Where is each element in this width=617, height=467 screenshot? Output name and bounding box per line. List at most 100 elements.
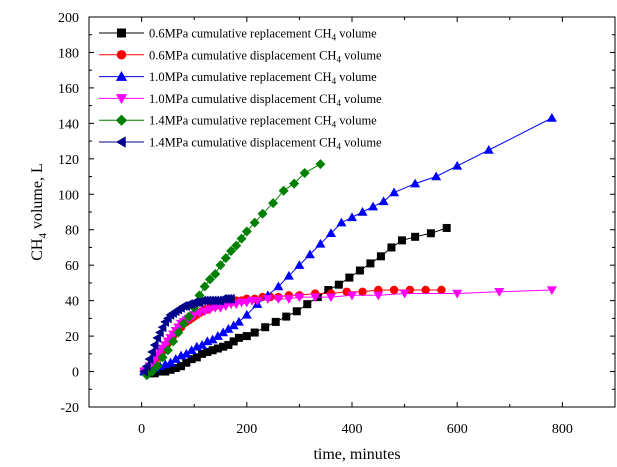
data-point [334,280,343,289]
series-layer [139,113,557,381]
data-point [186,345,197,355]
x-tick-label: 200 [236,422,257,437]
x-tick-label: 600 [447,422,468,437]
data-point [147,347,156,358]
data-point [204,274,215,285]
data-point [373,291,384,301]
data-point [152,332,162,343]
data-point [347,291,357,301]
data-point [257,208,268,219]
x-tick-label: 0 [138,422,145,437]
data-point [366,259,375,268]
data-point [219,342,228,351]
y-tick-label: 160 [58,82,79,97]
data-point [376,252,385,261]
data-point [325,228,336,238]
y-tick-label: 180 [58,46,79,61]
data-point [197,339,208,349]
legend-marker [115,94,128,105]
y-tick-label: 20 [65,330,79,345]
data-point [399,289,410,299]
data-point [215,260,226,271]
y-tick-label: 80 [65,224,79,239]
data-point [426,229,435,238]
data-point [218,327,229,337]
legend-label-rest: volume [341,92,382,106]
data-point [389,187,400,197]
data-point [355,266,364,275]
legend-label-rest: volume [336,114,377,128]
data-point [294,260,305,269]
data-point [303,300,312,309]
data-point [220,253,231,264]
data-point [271,317,280,326]
y-tick-label: 40 [65,295,79,310]
data-point [181,348,192,358]
legend-marker [115,136,126,148]
data-point [152,361,163,372]
legend-label-main: 0.6MPa cumulative displacement CH [149,48,336,62]
data-point [252,296,263,306]
data-point [156,367,165,376]
data-point [347,212,357,222]
data-point [223,324,234,333]
data-point [410,178,421,188]
data-point [358,287,367,296]
data-point [173,327,184,338]
data-point [315,159,326,170]
data-point [411,232,420,241]
x-tick-label: 400 [342,422,363,437]
data-point [178,318,189,329]
data-point [170,354,181,363]
series-6 [139,293,235,377]
legend-item: 1.0MPa cumulative replacement CH4 volume [99,70,377,86]
data-point [177,362,186,371]
data-point [203,348,212,357]
data-point [315,238,326,248]
series-line [144,117,553,372]
data-point [324,286,333,294]
legend-marker [117,28,126,38]
y-axis-title-subscript: 4 [37,233,49,239]
data-point [442,223,451,232]
data-point [157,322,167,333]
data-point [283,295,294,304]
data-point [397,236,406,245]
legend-label-subscript: 4 [332,76,337,86]
data-point [192,353,201,362]
data-point [262,295,273,304]
data-point [224,340,233,349]
legend-label: 1.0MPa cumulative displacement CH4 volum… [149,92,382,108]
data-point [431,171,442,181]
data-point [229,337,238,346]
data-point [452,160,463,170]
data-point [304,249,315,259]
legend-item: 0.6MPa cumulative replacement CH4 volume [99,27,377,43]
data-point [215,303,226,313]
data-point [421,285,430,295]
data-point [149,339,159,350]
data-point [452,289,463,299]
series-5 [141,159,326,381]
data-point [325,293,336,303]
data-point [194,309,205,319]
data-point [183,311,194,322]
data-point [261,323,270,332]
legend-label: 0.6MPa cumulative displacement CH4 volum… [149,48,382,64]
y-axis-title: CH4 volume, L [29,163,49,261]
legend-marker [116,50,127,60]
series-1 [140,223,451,378]
data-point [155,327,164,338]
legend-label-subscript: 4 [332,120,337,130]
legend-label-rest: volume [336,70,377,84]
data-point [273,281,284,291]
data-point [368,201,379,211]
data-point [182,358,191,367]
data-point [241,309,252,319]
y-tick-label: -20 [60,401,79,416]
data-point [141,361,151,372]
data-point [144,354,154,365]
y-axis-title-main: CH [29,238,46,261]
data-point [273,295,284,304]
